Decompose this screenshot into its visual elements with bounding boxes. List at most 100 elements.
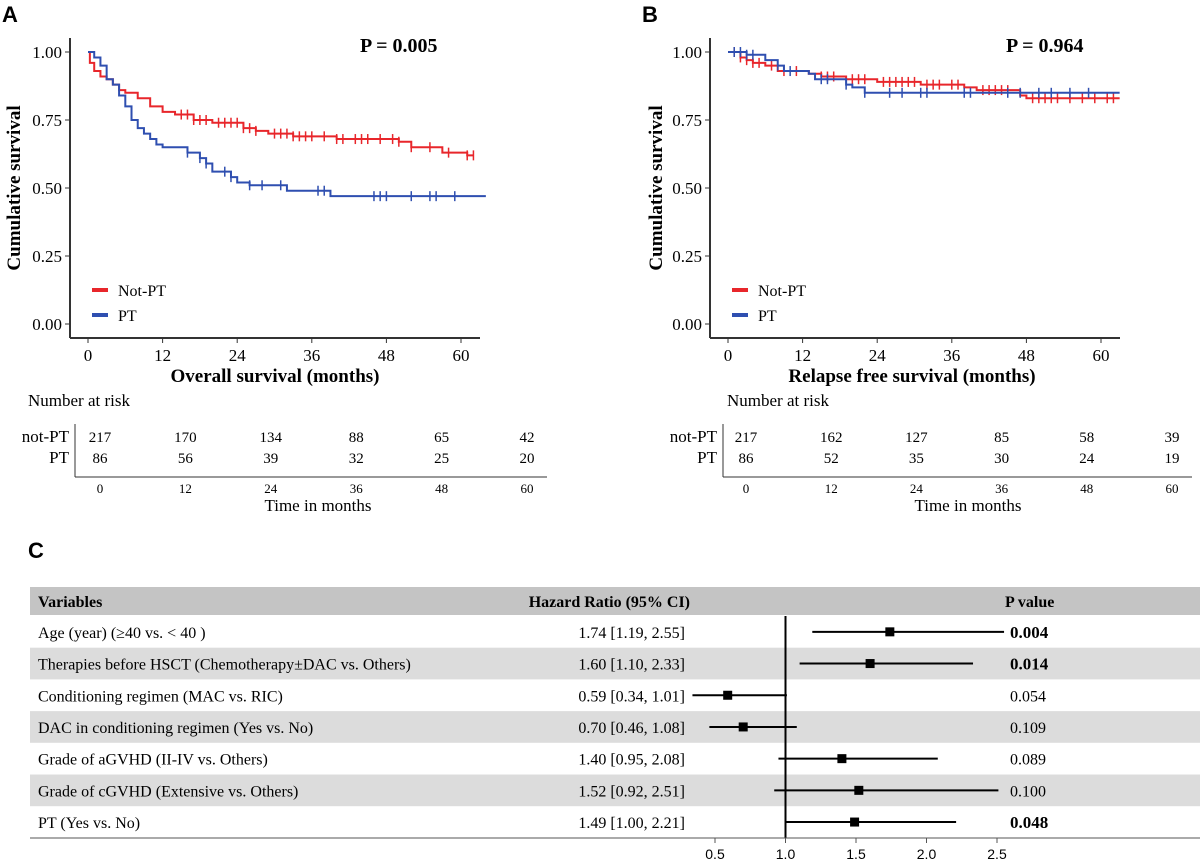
risk-time-label: 36 xyxy=(350,481,364,496)
risk-table-x-title: Time in months xyxy=(914,496,1021,515)
legend-label: Not-PT xyxy=(118,283,166,300)
risk-row-label: PT xyxy=(49,448,69,467)
risk-count: 30 xyxy=(994,451,1009,467)
row-stripe xyxy=(30,647,1200,680)
x-tick-label: 0 xyxy=(724,346,733,365)
x-tick-label: 60 xyxy=(453,346,470,365)
x-tick-label: 24 xyxy=(229,346,247,365)
y-axis-title: Cumulative survival xyxy=(646,105,667,270)
risk-row-label: not-PT xyxy=(670,427,718,446)
x-tick-label: 48 xyxy=(378,346,395,365)
risk-count: 134 xyxy=(260,430,283,446)
x-axis-title: Overall survival (months) xyxy=(171,366,380,387)
risk-table-x-title: Time in months xyxy=(264,496,371,515)
hazard-ratio-text: 1.40 [0.95, 2.08] xyxy=(578,752,685,769)
hr-point xyxy=(865,659,875,669)
y-tick-label: 1.00 xyxy=(672,43,702,62)
panel-label-a: A xyxy=(2,2,18,27)
x-tick-label: 36 xyxy=(943,346,960,365)
hazard-ratio-text: 1.74 [1.19, 2.55] xyxy=(578,625,685,642)
y-tick-label: 0.25 xyxy=(32,247,62,266)
forest-x-tick-label: 1.5 xyxy=(846,846,866,862)
x-tick-label: 0 xyxy=(84,346,93,365)
header-variables: Variables xyxy=(38,594,102,611)
legend-label: PT xyxy=(118,308,137,325)
forest-x-tick-label: 1.0 xyxy=(776,846,796,862)
y-tick-label: 0.00 xyxy=(672,315,702,334)
risk-count: 65 xyxy=(434,430,449,446)
x-tick-label: 12 xyxy=(794,346,811,365)
y-tick-label: 0.25 xyxy=(672,247,702,266)
km-curve-not-pt xyxy=(728,51,1120,100)
km-chart-relapse-free-survival: P = 0.964 Cumulative survival Relapse fr… xyxy=(646,35,1192,515)
variable-label: Grade of aGVHD (II-IV vs. Others) xyxy=(38,752,268,769)
hr-point xyxy=(837,754,847,764)
forest-x-tick-label: 0.5 xyxy=(705,846,725,862)
y-tick-label: 0.00 xyxy=(32,315,62,334)
variable-label: DAC in conditioning regimen (Yes vs. No) xyxy=(38,720,313,737)
hazard-ratio-text: 1.52 [0.92, 2.51] xyxy=(578,783,685,800)
x-tick-label: 48 xyxy=(1018,346,1035,365)
hazard-ratio-text: 0.70 [0.46, 1.08] xyxy=(578,720,685,737)
forest-plot: Variables Hazard Ratio (95% CI) P value … xyxy=(30,587,1200,862)
km-curve-not-pt xyxy=(88,51,474,157)
risk-time-label: 24 xyxy=(264,481,278,496)
x-tick-label: 60 xyxy=(1093,346,1110,365)
row-stripe xyxy=(30,774,1200,807)
risk-count: 162 xyxy=(820,430,843,446)
x-axis-title: Relapse free survival (months) xyxy=(788,366,1035,387)
p-value: 0.089 xyxy=(1010,752,1046,769)
p-value: 0.014 xyxy=(1010,655,1049,674)
risk-time-label: 60 xyxy=(1166,481,1179,496)
risk-count: 217 xyxy=(735,430,758,446)
risk-count: 39 xyxy=(1165,430,1180,446)
variable-label: Conditioning regimen (MAC vs. RIC) xyxy=(38,688,283,705)
risk-table-title: Number at risk xyxy=(28,391,130,410)
risk-count: 39 xyxy=(263,451,278,467)
risk-count: 86 xyxy=(93,451,109,467)
header-hazard-ratio: Hazard Ratio (95% CI) xyxy=(529,594,690,611)
forest-x-tick-label: 2.0 xyxy=(917,846,937,862)
km-curve-pt xyxy=(728,51,1120,94)
risk-count: 19 xyxy=(1165,451,1180,467)
y-tick-label: 0.75 xyxy=(32,111,62,130)
y-tick-label: 0.50 xyxy=(672,179,702,198)
risk-count: 52 xyxy=(824,451,839,467)
risk-count: 85 xyxy=(994,430,1009,446)
y-tick-label: 1.00 xyxy=(32,43,62,62)
header-p-value: P value xyxy=(1005,594,1054,611)
x-tick-label: 12 xyxy=(154,346,171,365)
risk-count: 20 xyxy=(520,451,535,467)
risk-time-label: 24 xyxy=(910,481,924,496)
variable-label: PT (Yes vs. No) xyxy=(38,815,140,832)
legend-label: PT xyxy=(758,308,777,325)
risk-count: 32 xyxy=(349,451,364,467)
y-tick-label: 0.50 xyxy=(32,179,62,198)
risk-time-label: 36 xyxy=(995,481,1009,496)
p-value: 0.004 xyxy=(1010,623,1049,642)
risk-time-label: 60 xyxy=(521,481,534,496)
risk-time-label: 12 xyxy=(179,481,192,496)
risk-time-label: 48 xyxy=(1080,481,1093,496)
hr-point xyxy=(854,785,864,795)
risk-time-label: 0 xyxy=(97,481,104,496)
hr-point xyxy=(850,817,860,827)
variable-label: Grade of cGVHD (Extensive vs. Others) xyxy=(38,783,298,800)
km-curve-pt xyxy=(88,51,486,198)
variable-label: Age (year) (≥40 vs. < 40 ) xyxy=(38,625,206,642)
risk-count: 217 xyxy=(89,430,112,446)
risk-time-label: 12 xyxy=(825,481,838,496)
risk-count: 127 xyxy=(905,430,928,446)
risk-time-label: 0 xyxy=(743,481,750,496)
row-stripe xyxy=(30,711,1200,743)
risk-count: 25 xyxy=(434,451,449,467)
hazard-ratio-text: 1.60 [1.10, 2.33] xyxy=(578,657,685,674)
hazard-ratio-text: 1.49 [1.00, 2.21] xyxy=(578,815,685,832)
y-tick-label: 0.75 xyxy=(672,111,702,130)
forest-x-tick-label: 2.5 xyxy=(987,846,1007,862)
risk-count: 42 xyxy=(520,430,535,446)
risk-count: 170 xyxy=(174,430,197,446)
p-value-label: P = 0.964 xyxy=(1006,35,1084,57)
risk-count: 24 xyxy=(1079,451,1095,467)
